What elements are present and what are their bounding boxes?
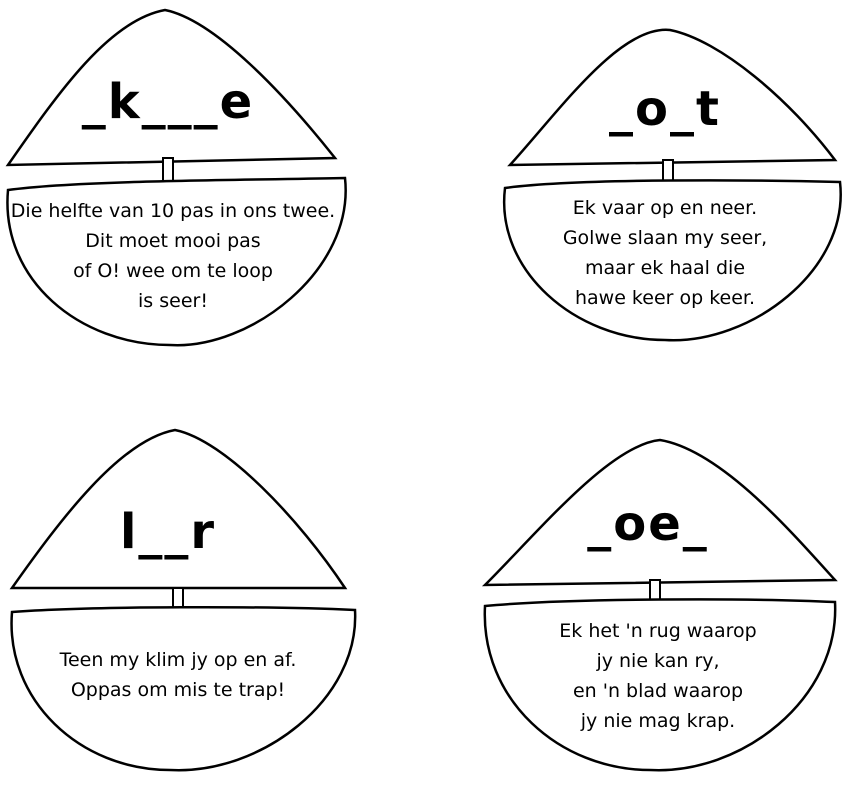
riddle-line: of O! wee om te loop (73, 260, 273, 282)
sail-2 (507, 28, 838, 167)
boat-outline-1 (5, 8, 347, 347)
sail-3 (9, 428, 348, 590)
hull-4 (483, 598, 837, 772)
missing-letter-word: l__r (119, 504, 217, 560)
boat-outline-4 (481, 438, 838, 772)
boat-outline-2 (502, 28, 842, 342)
riddle-line: en 'n blad waarop (572, 680, 744, 702)
riddle-text: Teen my klim jy op en af. Oppas om mis t… (0, 645, 356, 705)
boat-card-3: l__r Teen my klim jy op en af. Oppas om … (0, 420, 360, 780)
riddle-line: maar ek haal die (584, 257, 746, 279)
riddle-line: Golwe slaan my seer, (562, 227, 768, 249)
riddle-line: is seer! (138, 290, 208, 312)
riddle-line: jy nie mag krap. (580, 710, 736, 732)
missing-letter-word: _o_t (609, 81, 721, 137)
hull-3 (10, 605, 357, 772)
riddle-text: Die helfte van 10 pas in ons twee. Dit m… (0, 196, 346, 316)
missing-letter-word: _k___e (81, 74, 255, 130)
boat-card-1: _k___e Die helfte van 10 pas in ons twee… (0, 0, 360, 360)
sail-4 (481, 438, 838, 587)
riddle-line: Die helfte van 10 pas in ons twee. (10, 200, 336, 222)
riddle-line: Ek het 'n rug waarop (559, 620, 757, 642)
boat-outline-3 (9, 428, 357, 772)
boat-card-4: _oe_ Ek het 'n rug waarop jy nie kan ry,… (480, 420, 840, 780)
riddle-line: Ek vaar op en neer. (572, 197, 758, 219)
missing-letter-word: _oe_ (587, 496, 709, 552)
riddle-line: hawe keer op keer. (574, 287, 756, 309)
riddle-line: jy nie kan ry, (596, 650, 720, 672)
riddle-text: Ek het 'n rug waarop jy nie kan ry, en '… (480, 616, 836, 736)
riddle-text: Ek vaar op en neer. Golwe slaan my seer,… (500, 193, 830, 313)
hull-2 (502, 179, 842, 342)
sail-1 (5, 8, 338, 167)
riddle-line: Oppas om mis te trap! (70, 679, 286, 701)
riddle-line: Dit moet mooi pas (85, 230, 261, 252)
riddle-line: Teen my klim jy op en af. (59, 649, 297, 671)
hull-1 (6, 176, 347, 347)
boat-card-2: _o_t Ek vaar op en neer. Golwe slaan my … (500, 0, 844, 360)
